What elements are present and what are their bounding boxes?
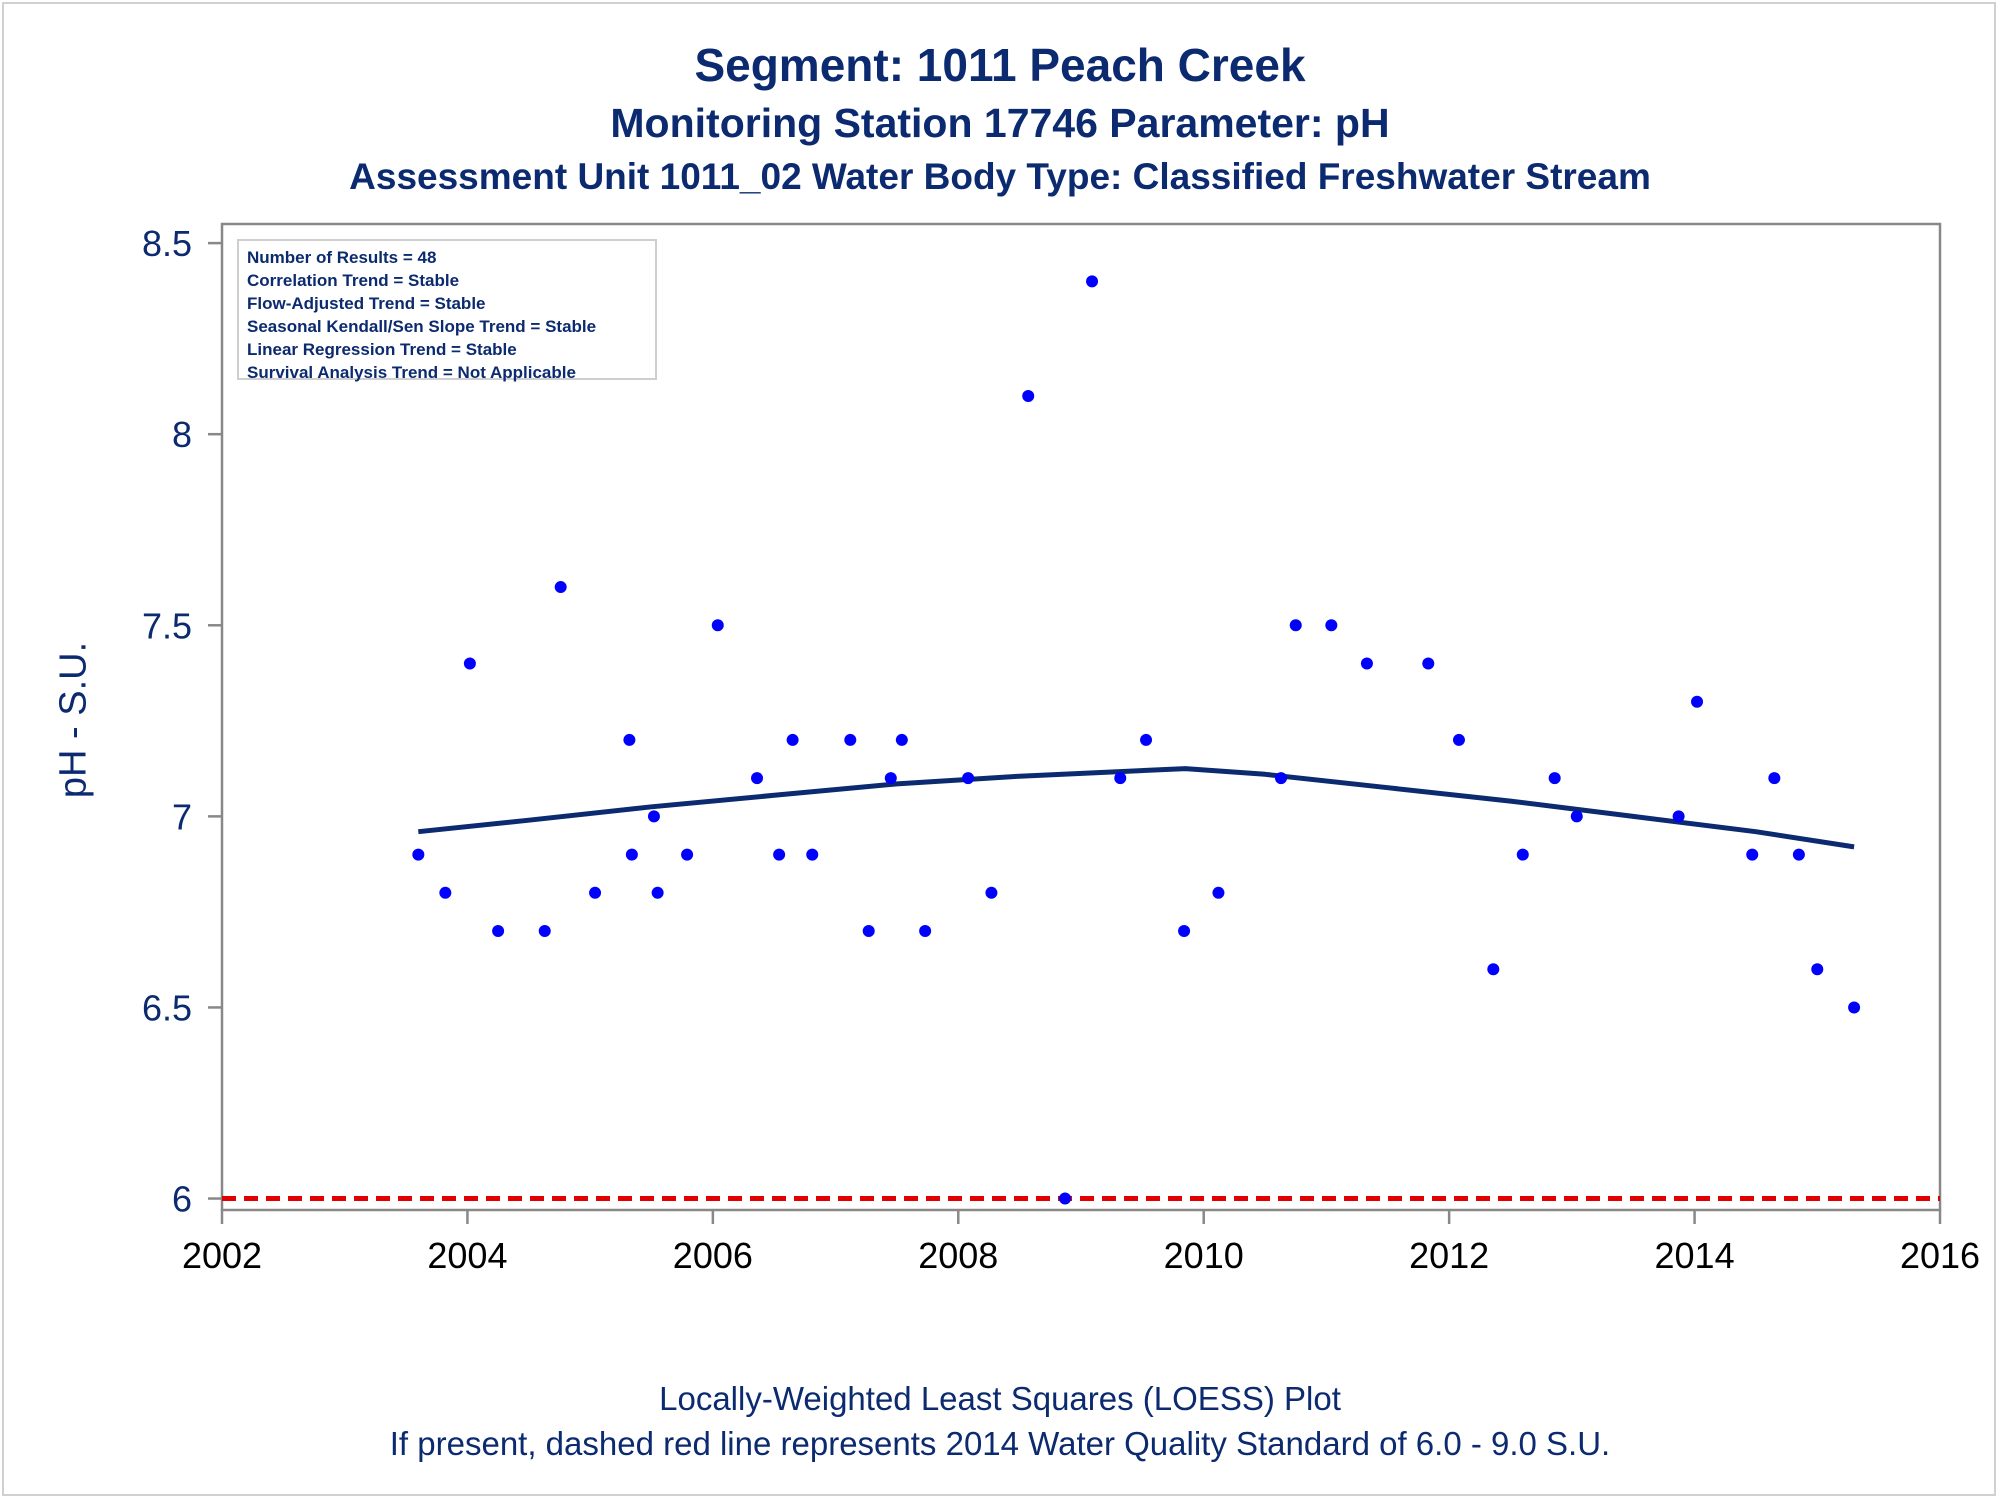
stats-line-results: Number of Results = 48 [247, 248, 437, 267]
loess-line [418, 766, 1855, 850]
data-point [1792, 848, 1805, 861]
data-point [919, 925, 932, 938]
x-tick-label: 2014 [1655, 1235, 1735, 1276]
data-point [1086, 275, 1099, 288]
data-point [538, 925, 551, 938]
data-point [589, 886, 602, 899]
data-point [884, 772, 897, 785]
data-point [554, 581, 567, 594]
data-point [492, 925, 505, 938]
data-point [786, 733, 799, 746]
data-point [1178, 925, 1191, 938]
y-tick-label: 6 [172, 1179, 192, 1220]
data-point [751, 772, 764, 785]
y-tick-label: 8 [172, 414, 192, 455]
x-tick-label: 2002 [182, 1235, 262, 1276]
chart-subtitle-assessment: Assessment Unit 1011_02 Water Body Type:… [349, 156, 1651, 197]
data-point [681, 848, 694, 861]
data-point [463, 657, 476, 670]
footnote-standard: If present, dashed red line represents 2… [389, 1425, 1611, 1462]
y-tick-label: 8.5 [142, 223, 192, 264]
data-point [439, 886, 452, 899]
data-point [895, 733, 908, 746]
stats-box: Number of Results = 48 Correlation Trend… [237, 239, 657, 382]
data-point [862, 925, 875, 938]
data-point [1811, 963, 1824, 976]
points-layer [412, 275, 1861, 1205]
data-point [1422, 657, 1435, 670]
y-tick-label: 6.5 [142, 987, 192, 1028]
x-tick-label: 2006 [673, 1235, 753, 1276]
chart-subtitle-station: Monitoring Station 17746 Parameter: pH [610, 100, 1390, 146]
data-point [806, 848, 819, 861]
data-point [1548, 772, 1561, 785]
chart-title: Segment: 1011 Peach Creek [694, 39, 1306, 91]
data-point [1691, 695, 1704, 708]
data-point [647, 810, 660, 823]
data-point [844, 733, 857, 746]
stats-line-correlation: Correlation Trend = Stable [247, 271, 460, 290]
data-point [625, 848, 638, 861]
data-point [1325, 619, 1338, 632]
stats-line-survival: Survival Analysis Trend = Not Applicable [247, 363, 576, 382]
x-tick-label: 2008 [918, 1235, 998, 1276]
data-point [1289, 619, 1302, 632]
data-point [1848, 1001, 1861, 1014]
stats-line-flow-adjusted: Flow-Adjusted Trend = Stable [247, 294, 486, 313]
footnote-method: Locally-Weighted Least Squares (LOESS) P… [659, 1380, 1341, 1417]
data-point [1360, 657, 1373, 670]
stats-line-seasonal-kendall: Seasonal Kendall/Sen Slope Trend = Stabl… [247, 317, 597, 336]
data-point [1059, 1192, 1072, 1205]
x-tick-label: 2004 [427, 1235, 507, 1276]
data-point [1140, 733, 1153, 746]
data-point [1114, 772, 1127, 785]
data-point [1212, 886, 1225, 899]
plot-frame [220, 222, 1942, 1212]
data-point [1022, 389, 1035, 402]
data-point [1487, 963, 1500, 976]
axes-layer: 2002 2004 2006 2008 2010 2012 2014 2016 6 6.5 7 7.5… [142, 222, 1980, 1276]
data-point [651, 886, 664, 899]
data-point [962, 772, 975, 785]
data-point [1570, 810, 1583, 823]
x-tick-label: 2010 [1164, 1235, 1244, 1276]
loess-layer [418, 766, 1855, 850]
data-point [1768, 772, 1781, 785]
y-tick-label: 7 [172, 796, 192, 837]
stats-line-linear-regression: Linear Regression Trend = Stable [247, 340, 517, 359]
x-tick-label: 2012 [1409, 1235, 1489, 1276]
data-point [1746, 848, 1759, 861]
y-tick-label: 7.5 [142, 605, 192, 646]
data-point [773, 848, 786, 861]
data-point [623, 733, 636, 746]
data-point [711, 619, 724, 632]
data-point [1516, 848, 1529, 861]
data-point [412, 848, 425, 861]
data-point [1452, 733, 1465, 746]
x-tick-label: 2016 [1900, 1235, 1980, 1276]
data-point [985, 886, 998, 899]
data-point [1672, 810, 1685, 823]
data-point [1275, 772, 1288, 785]
